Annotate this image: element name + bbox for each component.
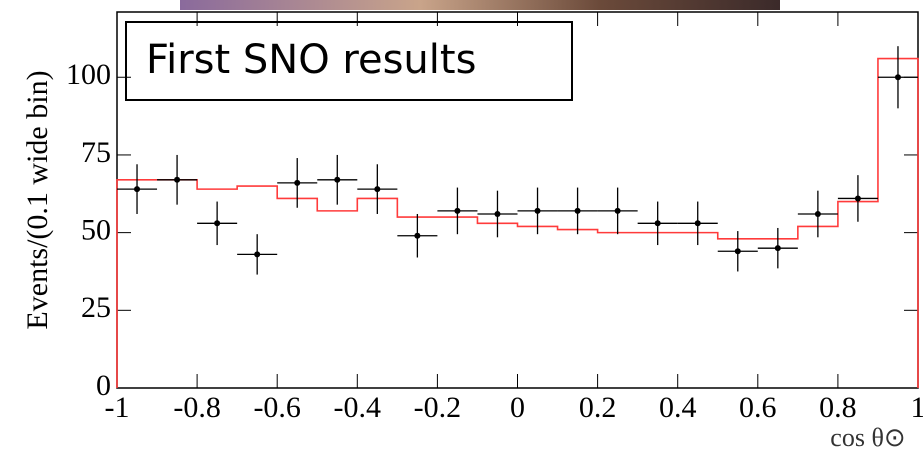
data-point xyxy=(454,208,460,214)
x-tick-label: 0.4 xyxy=(659,391,697,424)
x-tick-label: 0.2 xyxy=(579,391,617,424)
data-point xyxy=(575,208,581,214)
data-point xyxy=(334,177,340,183)
data-point xyxy=(735,248,741,254)
data-point xyxy=(615,208,621,214)
photo-strip xyxy=(180,0,780,10)
data-point xyxy=(535,208,541,214)
data-point xyxy=(895,74,901,80)
data-point xyxy=(214,220,220,226)
y-tick-label: 100 xyxy=(66,58,111,91)
y-tick-label: 75 xyxy=(81,136,111,169)
data-point xyxy=(414,233,420,239)
x-tick-label: -0.4 xyxy=(334,391,382,424)
x-tick-label: -0.6 xyxy=(253,391,301,424)
x-tick-label: 0.6 xyxy=(739,391,777,424)
x-tick-label: -0.2 xyxy=(414,391,462,424)
data-point xyxy=(374,186,380,192)
x-tick-label: 1 xyxy=(911,391,923,424)
data-point xyxy=(775,245,781,251)
data-point xyxy=(855,195,861,201)
data-point xyxy=(695,220,701,226)
x-tick-label: 0.8 xyxy=(819,391,857,424)
y-tick-label: 50 xyxy=(81,214,111,247)
data-point xyxy=(254,251,260,257)
data-point xyxy=(294,180,300,186)
annotation: First SNO results xyxy=(146,37,476,83)
data-point xyxy=(494,211,500,217)
data-point xyxy=(655,220,661,226)
data-point xyxy=(134,186,140,192)
x-tick-label: -0.8 xyxy=(173,391,221,424)
y-tick-label: 25 xyxy=(81,291,111,324)
data-point xyxy=(174,177,180,183)
x-axis-label: cos θ⊙ xyxy=(830,423,905,452)
x-tick-label: -1 xyxy=(105,391,130,424)
y-axis-label: Events/(0.1 wide bin) xyxy=(21,70,54,329)
data-point xyxy=(815,211,821,217)
x-tick-label: 0 xyxy=(510,391,525,424)
